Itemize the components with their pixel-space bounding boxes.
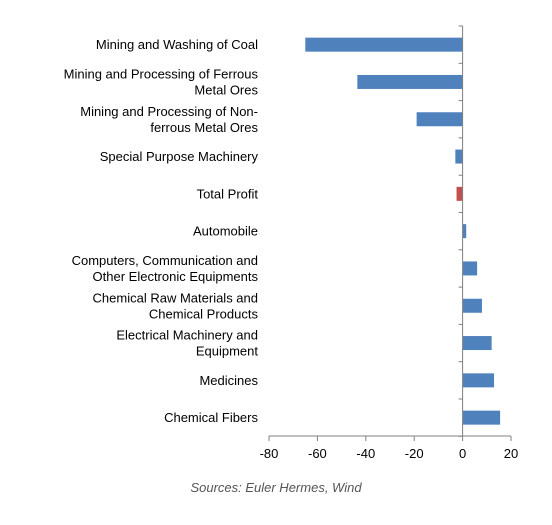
x-tick-label: -40 (356, 446, 375, 461)
category-label: Mining and Processing of Non-ferrous Met… (80, 104, 258, 135)
bar (455, 149, 463, 164)
category-label-line: Chemical Products (149, 306, 259, 321)
category-label-line: Chemical Fibers (164, 410, 258, 425)
category-label-line: Chemical Raw Materials and (93, 290, 258, 305)
bar (462, 410, 501, 425)
category-label-line: Mining and Processing of Non- (80, 104, 258, 119)
bar (462, 261, 478, 276)
category-label: Automobile (193, 224, 258, 239)
category-label-line: Equipment (196, 344, 259, 359)
category-label-line: Other Electronic Equipments (93, 269, 259, 284)
category-label-line: ferrous Metal Ores (150, 120, 258, 135)
x-tick-label: -20 (405, 446, 424, 461)
bar (305, 37, 463, 52)
category-label: Special Purpose Machinery (100, 149, 259, 164)
category-label: Mining and Processing of Ferrous Metal Or… (64, 66, 259, 97)
category-label-line: Automobile (193, 224, 258, 239)
category-label-line: Electrical Machinery and (116, 328, 258, 343)
category-label: Electrical Machinery and Equipment (116, 328, 258, 359)
bars (305, 37, 501, 425)
category-label-line: Mining and Processing of Ferrous (64, 66, 259, 81)
category-label-line: Total Profit (197, 186, 259, 201)
category-label-line: Computers, Communication and (72, 253, 258, 268)
category-label: Computers, Communication and Other Electr… (72, 253, 259, 284)
category-label-line: Medicines (199, 373, 258, 388)
category-label-line: Special Purpose Machinery (100, 149, 259, 164)
category-label: Chemical Fibers (164, 410, 258, 425)
x-axis: -80 -60 -40 -20 0 20 (260, 435, 518, 461)
bar (462, 298, 482, 313)
x-tick-label: -60 (308, 446, 327, 461)
source-note: Sources: Euler Hermes, Wind (190, 480, 362, 495)
category-label: Chemical Raw Materials and Chemical Produ… (93, 290, 259, 321)
x-tick-label: 20 (504, 446, 518, 461)
category-label: Total Profit (197, 186, 259, 201)
bar (456, 186, 463, 201)
bar (462, 224, 467, 239)
bar (416, 112, 463, 127)
bar (462, 336, 492, 351)
x-tick-label: -80 (260, 446, 279, 461)
category-label-line: Mining and Washing of Coal (96, 37, 258, 52)
bar (462, 373, 495, 388)
bar (357, 74, 463, 89)
category-label: Medicines (199, 373, 258, 388)
category-label: Mining and Washing of Coal (96, 37, 258, 52)
category-labels: Mining and Washing of Coal Mining and Pro… (64, 37, 259, 425)
category-label-line: Metal Ores (194, 82, 258, 97)
x-tick-label: 0 (459, 446, 466, 461)
